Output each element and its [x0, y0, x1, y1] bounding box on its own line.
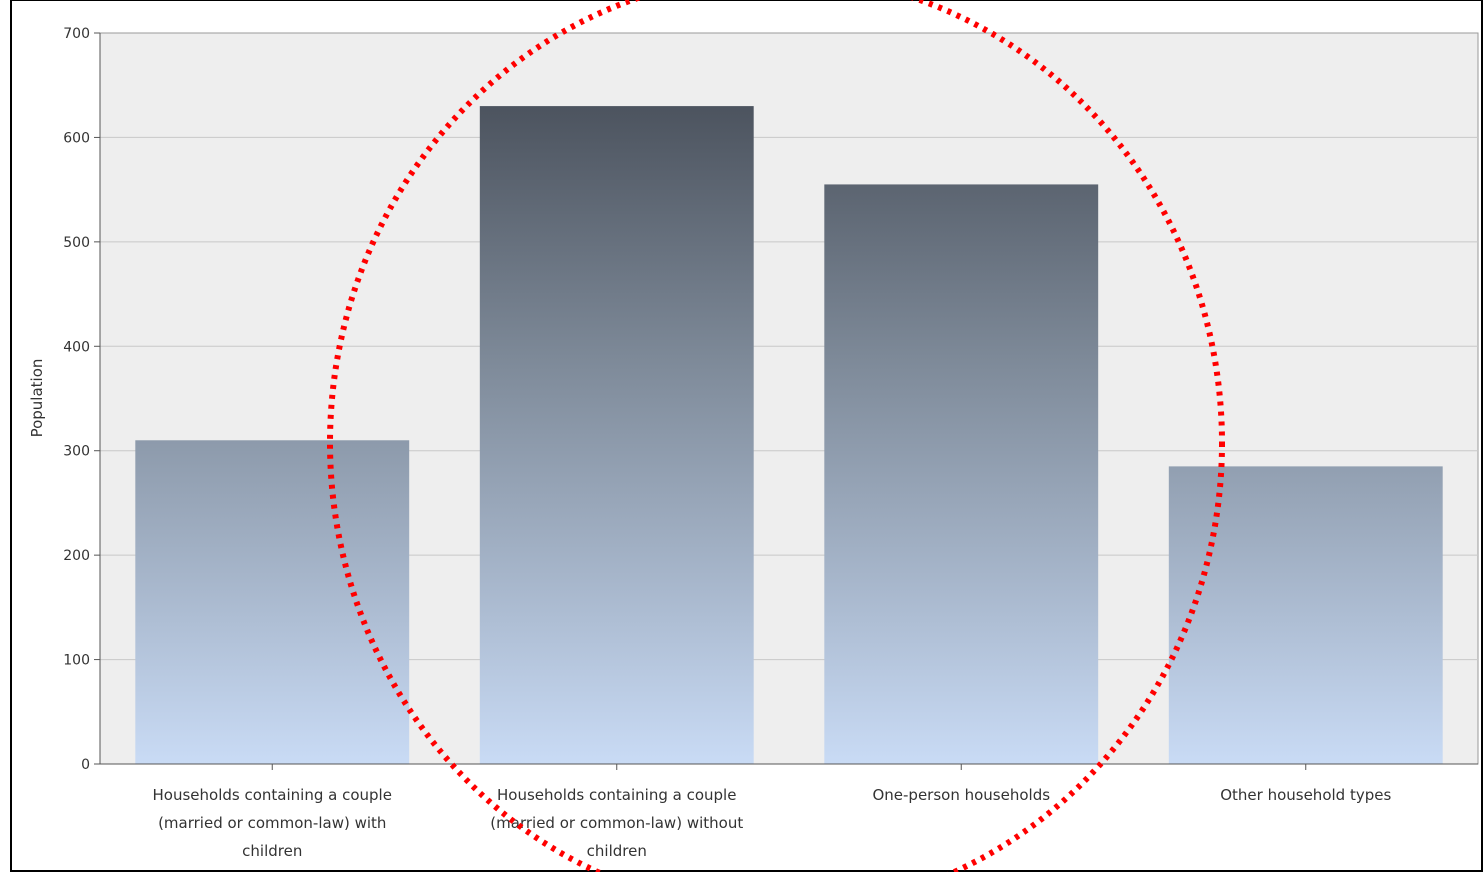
- x-tick-label: Households containing a couple (married o…: [153, 786, 392, 860]
- y-tick-label: 700: [63, 26, 90, 42]
- y-axis-label: Population: [28, 359, 46, 438]
- annotation-ellipse: [327, 0, 1225, 872]
- y-tick-label: 600: [63, 130, 90, 146]
- y-tick-label: 500: [63, 235, 90, 251]
- x-tick-label: Other household types: [1220, 786, 1391, 804]
- x-tick-label: Households containing a couple (married o…: [490, 786, 743, 860]
- bars-group: [135, 106, 1443, 765]
- y-tick-label: 100: [63, 653, 90, 669]
- x-tick-label: One-person households: [872, 786, 1050, 804]
- y-tick-label: 0: [81, 757, 90, 773]
- y-tick-label: 300: [63, 444, 90, 460]
- y-axis: 0 100 200 300 400 500 600 700: [63, 26, 101, 773]
- bar: [824, 184, 1099, 764]
- y-tick-label: 200: [63, 548, 90, 564]
- bar: [135, 440, 410, 764]
- y-tick-label: 400: [63, 339, 90, 355]
- bar: [479, 106, 754, 765]
- bar: [1168, 466, 1443, 764]
- x-axis: Households containing a couple (married o…: [100, 763, 1478, 860]
